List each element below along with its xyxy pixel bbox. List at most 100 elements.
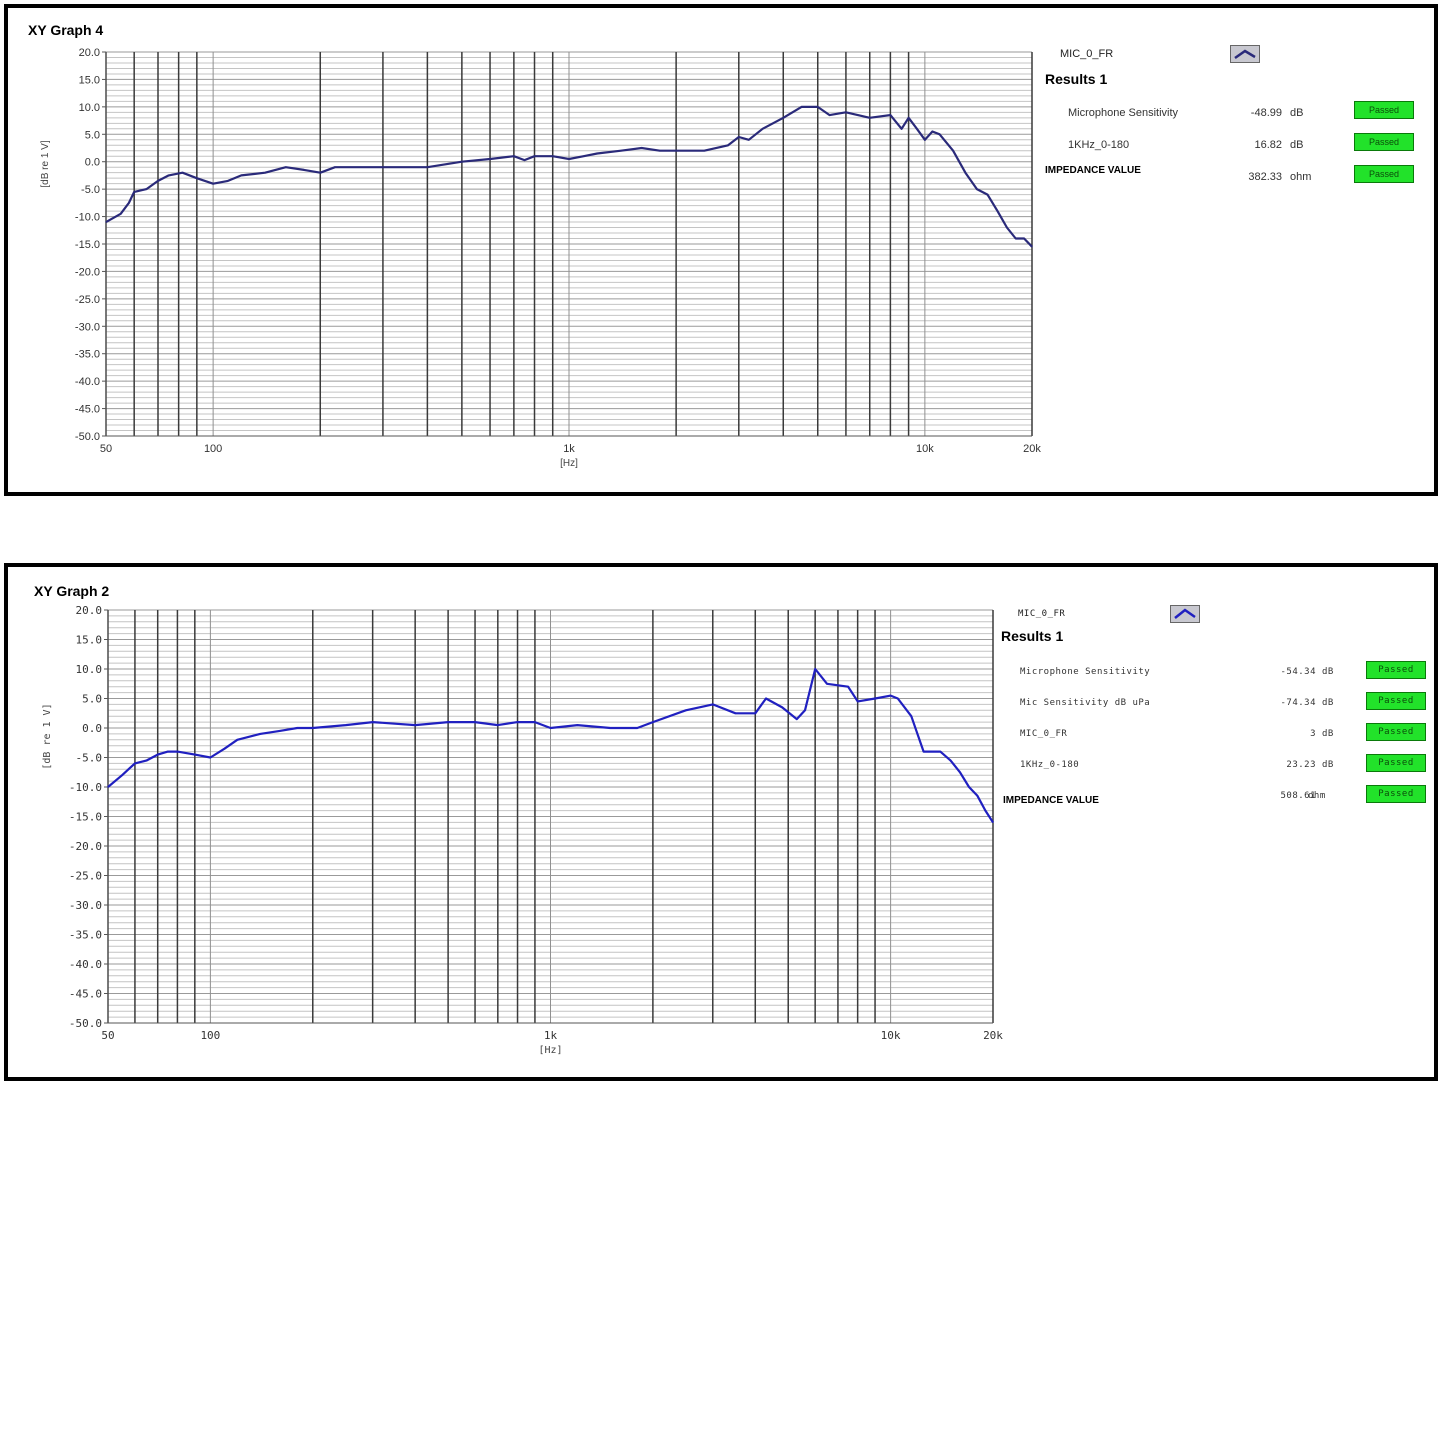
y-tick-label: -45.0 [75,404,100,416]
plot-line-icon[interactable] [1170,605,1200,623]
data-point [157,180,159,182]
result-value: 23.23 [1286,760,1316,770]
y-tick-label: 10.0 [79,102,100,114]
data-point [534,721,536,723]
data-point [916,128,918,130]
series-line [107,667,994,823]
y-tick-label: 15.0 [76,634,103,647]
data-point [236,739,238,741]
data-point [128,202,130,204]
data-point [181,172,184,174]
y-tick-label: -30.0 [75,321,100,333]
data-point [146,759,148,762]
data-point [523,159,526,161]
data-point [516,721,519,723]
data-point [552,155,554,157]
result-unit: dB [1290,139,1304,151]
data-point [952,150,954,152]
plot-line-icon[interactable] [1230,45,1260,63]
data-point [910,715,912,717]
data-point [641,147,643,149]
data-point [134,762,136,764]
data-point [874,697,876,700]
result-name: 1KHz_0-180 [1020,760,1080,770]
data-point [931,130,934,133]
data-point [685,709,687,711]
data-point [240,174,242,177]
data-point [652,721,654,723]
data-point [659,150,661,152]
data-point [259,733,261,735]
status-badge: Passed [1366,785,1426,803]
data-point [984,810,987,812]
y-tick-label: -10.0 [69,781,102,794]
data-point [223,748,226,750]
data-point [194,753,196,756]
legend-label: MIC_0_FR [1018,609,1066,619]
data-point [354,166,356,168]
x-tick-label: 50 [100,443,112,455]
data-point [924,139,926,141]
data-point [804,709,806,711]
result-unit: ohm [1290,171,1312,183]
data-point [285,166,287,168]
xy-graph-4-plot[interactable]: 20.0 15.0 10.0 5.0 0.0 -5.0 -10.0 -15.0 -20.0 -25… [8,8,1434,492]
result-value: 16.82 [1254,139,1282,151]
y-tick-label: 0.0 [85,157,100,169]
x-axis-label: [Hz] [560,458,578,469]
x-tick-label: 20k [983,1029,1003,1042]
data-point [847,686,849,688]
y-tick-label: -5.0 [81,184,100,196]
xy-graph-2-plot[interactable]: 20.0 15.0 10.0 5.0 0.0 -5.0 -10.0 -15.0 -20.0 -25… [8,567,1434,1077]
data-point [949,759,952,762]
data-point [796,718,798,720]
data-point [168,174,170,177]
result-value: -54.34 [1280,667,1316,677]
y-tick-label: -35.0 [75,349,100,361]
data-point [889,114,891,116]
x-tick-label: 100 [204,443,222,455]
status-badge: Passed [1366,661,1426,679]
y-tick-label: 0.0 [82,722,102,735]
y-tick-label: -35.0 [69,929,102,942]
data-point [754,712,756,714]
data-point [279,730,281,732]
y-tick-label: -20.0 [75,266,100,278]
data-point [675,150,677,152]
data-point [976,795,979,797]
data-point [489,158,491,160]
data-point [121,774,123,776]
y-tick-label: -30.0 [69,899,102,912]
y-tick-label: -50.0 [69,1017,102,1030]
data-point [748,139,750,141]
data-point [939,133,941,135]
x-tick-label: 100 [200,1029,220,1042]
line-glyph-icon [1234,49,1256,60]
data-point [145,188,148,190]
y-axis-label: [dB re 1 V] [40,140,51,187]
result-value: -48.99 [1250,107,1282,119]
result-name: Microphone Sensitivity [1020,667,1151,677]
data-point [829,114,831,116]
data-point [227,180,229,182]
data-point [814,668,816,670]
data-point [461,161,463,163]
data-point [986,194,989,196]
data-point [782,117,784,119]
data-point [992,821,994,823]
status-badge: Passed [1354,101,1414,119]
data-point [907,117,910,119]
data-point [372,721,374,723]
data-point [447,721,449,723]
data-point [1006,226,1008,229]
data-point [209,756,211,759]
data-point [105,221,107,223]
result-name: Microphone Sensitivity [1068,107,1179,119]
result-unit: ohm [1308,791,1326,801]
data-point [334,166,336,168]
result-name: 1KHz_0-180 [1068,139,1130,151]
status-badge: Passed [1366,754,1426,772]
result-unit: dB [1290,107,1304,119]
result-unit: dB [1322,667,1334,677]
data-point [414,724,416,726]
